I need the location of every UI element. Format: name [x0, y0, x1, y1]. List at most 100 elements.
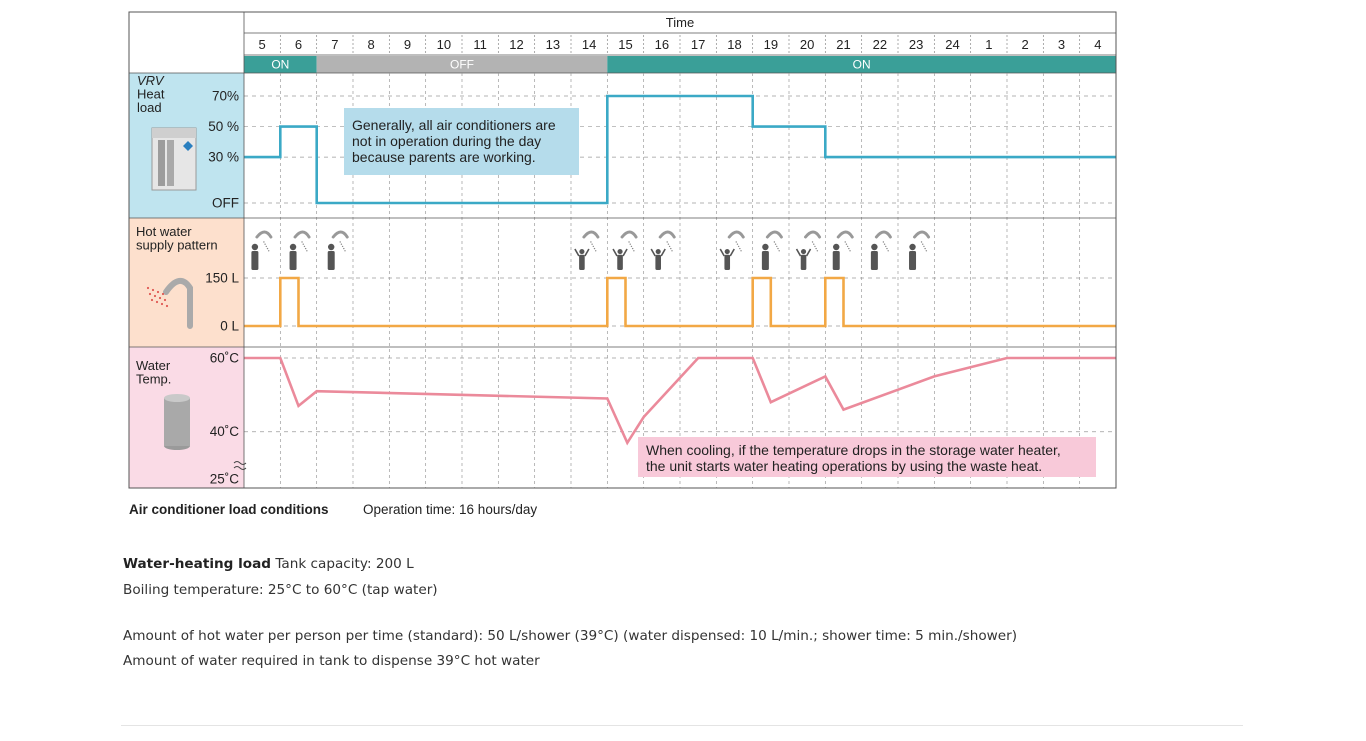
person-child-icon [617, 254, 623, 270]
panel-label-hot_water: Hot water [136, 224, 192, 239]
water-spray-icon [630, 245, 633, 248]
vrv-unit-top-icon [152, 128, 196, 138]
shower-icon [293, 230, 311, 239]
hour-tick-label: 2 [1022, 37, 1029, 52]
water-spray-icon [882, 241, 885, 243]
hour-tick-label: 23 [909, 37, 923, 52]
axis-break-icon [233, 461, 247, 470]
water-drop-icon [163, 298, 167, 302]
water-spray-icon [815, 247, 817, 250]
hour-tick-label: 3 [1058, 37, 1065, 52]
y-tick-label: 150 L [205, 271, 239, 286]
vrv-unit-grille-icon [167, 140, 174, 186]
annotation-box-water-temp [638, 437, 1096, 477]
hour-tick-label: 19 [764, 37, 778, 52]
operation-band-off [316, 56, 608, 73]
water-drop-icon [156, 290, 160, 294]
hour-tick-label: 22 [873, 37, 887, 52]
hour-tick-label: 4 [1094, 37, 1101, 52]
shower-icon [727, 230, 745, 239]
water-drop-icon [151, 288, 155, 292]
annotation-text-heat-load: Generally, all air conditioners are [352, 117, 556, 133]
person-child-icon [724, 254, 731, 270]
water-spray-icon [846, 245, 849, 248]
water-drop-icon [155, 300, 159, 304]
water-spray-icon [629, 243, 631, 245]
water-spray-icon [922, 243, 924, 245]
person-head-icon [655, 249, 661, 255]
hour-tick-label: 18 [727, 37, 741, 52]
shower-icon [620, 230, 638, 239]
water-spray-icon [811, 241, 814, 243]
person-adult-icon [327, 251, 335, 270]
person-head-icon [328, 243, 335, 251]
annotation-text-water-temp: the unit starts water heating operations… [646, 458, 1042, 474]
water-spray-icon [813, 243, 815, 245]
water-spray-icon [887, 250, 889, 252]
hour-tick-label: 11 [473, 37, 487, 52]
water-spray-icon [848, 247, 850, 250]
shower-head-icon [163, 278, 193, 329]
water-spray-icon [816, 250, 819, 252]
water-drop-icon [146, 286, 150, 290]
y-tick-label: 70% [212, 89, 239, 104]
y-tick-label: 60˚C [210, 351, 240, 366]
operation-band-on [244, 56, 317, 73]
person-head-icon [289, 243, 297, 251]
water-spray-icon [774, 243, 777, 245]
water-spray-icon [924, 247, 926, 250]
person-adult-icon [251, 251, 259, 270]
water-spray-icon [667, 243, 670, 245]
water-spray-icon [302, 243, 304, 245]
operation-band-label: OFF [450, 58, 474, 72]
water-spray-icon [883, 243, 886, 245]
water-spray-icon [776, 245, 778, 248]
hour-tick-label: 7 [331, 37, 338, 52]
brand-logo-icon [183, 141, 193, 151]
person-arms-icon [612, 248, 628, 257]
person-adult-icon [909, 251, 917, 270]
person-head-icon [800, 249, 807, 255]
person-head-icon [579, 249, 585, 255]
series-line-hot_water [244, 276, 1116, 328]
person-adult-icon [289, 251, 297, 270]
water-spray-icon [773, 241, 776, 243]
hour-tick-label: 16 [655, 37, 669, 52]
water-spray-icon [666, 241, 668, 243]
divider [121, 725, 1243, 726]
panel-label-heat_load: Heat [137, 87, 165, 102]
panel-label-hot_water: supply pattern [136, 238, 218, 253]
person-adult-icon [832, 251, 840, 270]
y-tick-label: OFF [212, 196, 239, 211]
person-head-icon [871, 243, 878, 251]
water-spray-icon [301, 241, 303, 243]
series-line-water_temp [244, 356, 1116, 446]
person-arms-icon [650, 248, 666, 257]
water-spray-icon [306, 250, 308, 252]
hour-tick-label: 17 [691, 37, 705, 52]
water-drop-icon [150, 298, 154, 302]
tank-capacity: Tank capacity: 200 L [271, 556, 414, 572]
operation-band-on [607, 56, 1116, 73]
water-spray-icon [633, 250, 635, 252]
water-spray-icon [591, 243, 593, 245]
water-tank-icon [164, 398, 190, 446]
person-arms-icon [719, 248, 735, 257]
hour-tick-label: 15 [618, 37, 632, 52]
water-spray-icon [814, 245, 816, 248]
person-child-icon [579, 254, 585, 270]
shower-icon [804, 230, 822, 239]
boiling-temperature: Boiling temperature: 25°C to 60°C (tap w… [123, 582, 438, 598]
person-arms-icon [574, 248, 590, 257]
water-spray-icon [590, 241, 592, 243]
water-heating-line: Water-heating load Tank capacity: 200 L [123, 556, 414, 572]
hour-tick-label: 9 [404, 37, 411, 52]
water-spray-icon [778, 250, 780, 252]
water-spray-icon [885, 245, 887, 248]
person-head-icon [833, 243, 840, 251]
annotation-text-heat-load: because parents are working. [352, 149, 536, 165]
water-spray-icon [737, 245, 740, 248]
water-spray-icon [735, 241, 737, 243]
person-adult-icon [761, 251, 769, 270]
water-spray-icon [595, 250, 597, 252]
